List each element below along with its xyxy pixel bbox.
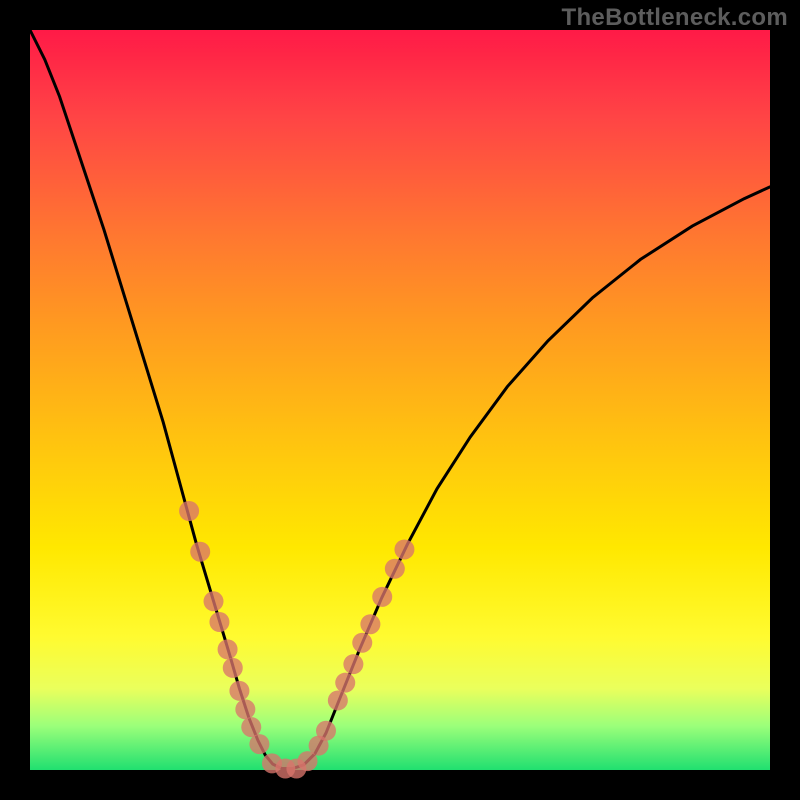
data-dot bbox=[316, 721, 336, 741]
chart-root: TheBottleneck.com bbox=[0, 0, 800, 800]
data-dot bbox=[372, 587, 392, 607]
data-dot bbox=[343, 654, 363, 674]
watermark-label: TheBottleneck.com bbox=[562, 4, 788, 32]
data-dot bbox=[249, 734, 269, 754]
data-dot bbox=[335, 673, 355, 693]
data-dot bbox=[179, 501, 199, 521]
bottleneck-curve bbox=[30, 30, 770, 769]
data-dot bbox=[218, 639, 238, 659]
data-dot bbox=[394, 539, 414, 559]
data-dot bbox=[352, 633, 372, 653]
data-dot bbox=[385, 559, 405, 579]
data-dot bbox=[204, 591, 224, 611]
data-dot bbox=[235, 699, 255, 719]
data-dot bbox=[190, 542, 210, 562]
data-dot bbox=[223, 658, 243, 678]
data-dot bbox=[328, 690, 348, 710]
data-dot bbox=[241, 717, 261, 737]
data-dot bbox=[229, 681, 249, 701]
dot-layer bbox=[179, 501, 414, 779]
data-dot bbox=[360, 614, 380, 634]
chart-svg bbox=[0, 0, 800, 800]
data-dot bbox=[209, 612, 229, 632]
